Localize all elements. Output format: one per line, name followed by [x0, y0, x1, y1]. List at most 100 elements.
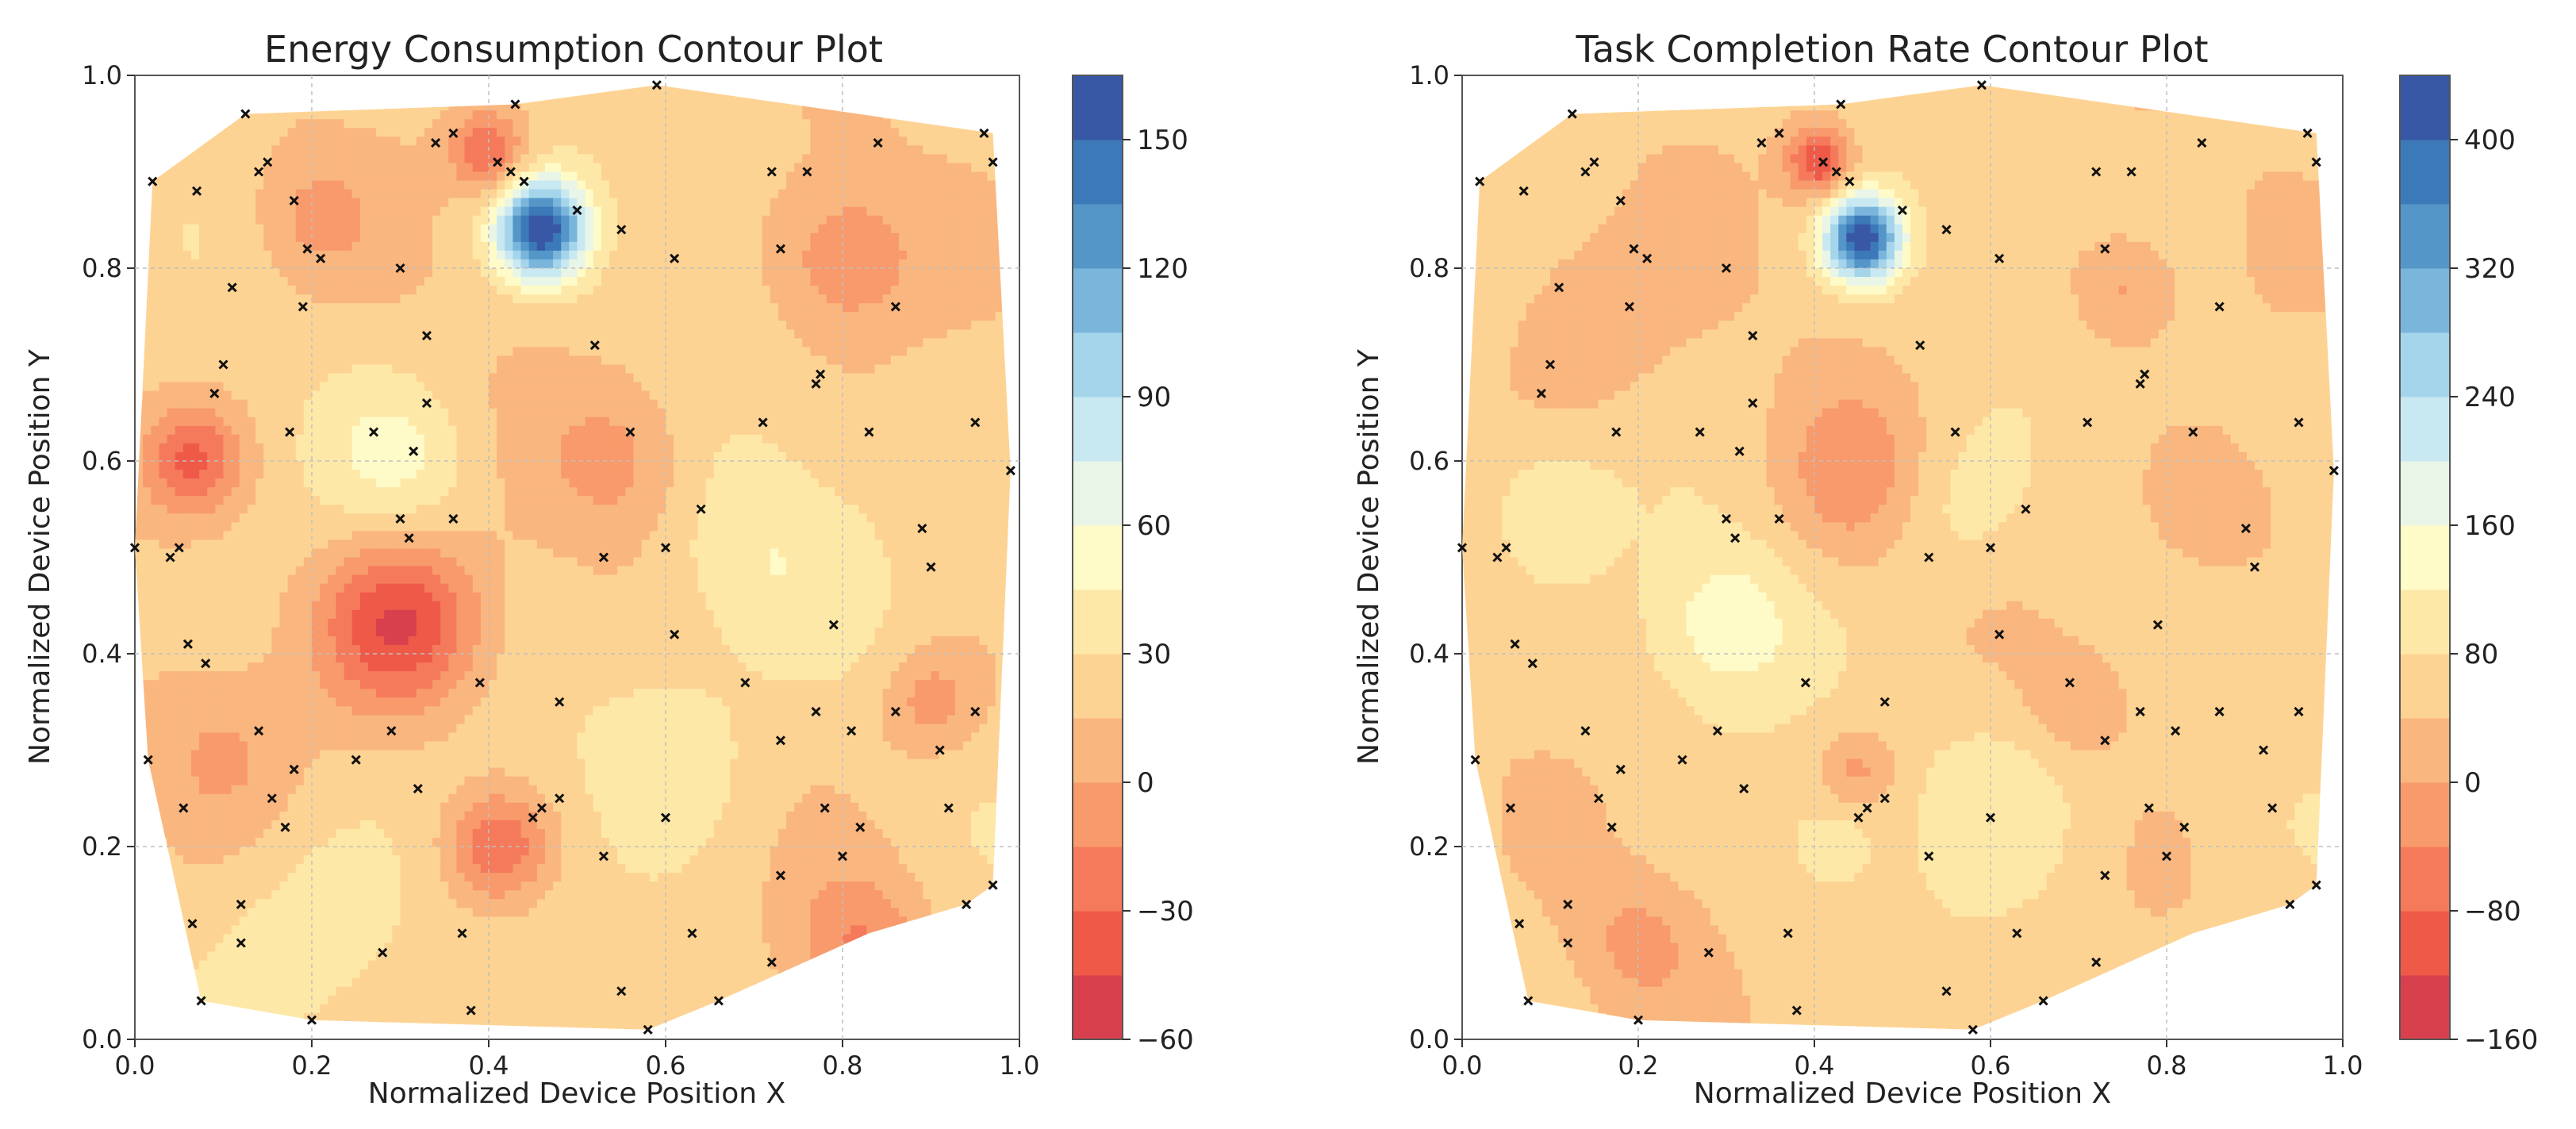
contour-cell [263, 399, 272, 409]
contour-cell [159, 758, 168, 769]
contour-cell [287, 671, 297, 681]
contour-cell [359, 960, 369, 970]
contour-cell [239, 347, 248, 357]
contour-cell [143, 680, 152, 689]
contour-cell [312, 259, 321, 269]
contour-cell [344, 934, 353, 944]
contour-cell [143, 644, 152, 655]
contour-cell [464, 548, 474, 559]
contour-cell [175, 259, 184, 269]
contour-cell [464, 312, 474, 321]
contour-cell [416, 180, 425, 190]
contour-cell [215, 259, 225, 269]
contour-cell [480, 592, 489, 602]
contour-cell [400, 627, 409, 637]
contour-cell [359, 847, 369, 856]
contour-cell [182, 855, 192, 865]
contour-cell [344, 715, 353, 724]
contour-cell [175, 312, 184, 321]
contour-cell [167, 741, 176, 751]
contour-cell [392, 163, 401, 173]
contour-cell [263, 654, 272, 663]
contour-cell [359, 136, 369, 146]
contour-cell [408, 837, 417, 847]
contour-cell [440, 741, 449, 751]
contour-cell [312, 995, 321, 1005]
contour-cell [328, 793, 337, 804]
contour-cell [151, 382, 160, 392]
contour-cell [400, 338, 409, 348]
contour-cell [182, 557, 192, 567]
contour-cell [472, 102, 482, 111]
contour-cell [456, 241, 466, 252]
contour-cell [328, 531, 337, 541]
contour-cell [392, 916, 401, 927]
contour-cell [480, 259, 489, 269]
contour-cell [303, 206, 313, 217]
contour-cell [416, 417, 425, 427]
contour-cell [328, 618, 337, 628]
contour-cell [312, 390, 321, 401]
contour-cell [328, 505, 337, 514]
contour-cell [190, 417, 200, 427]
contour-cell [376, 557, 385, 567]
contour-cell [263, 145, 272, 156]
contour-cell [182, 785, 192, 795]
contour-cell [424, 206, 433, 217]
contour-cell [416, 925, 425, 935]
contour-cell [489, 654, 497, 663]
contour-cell [175, 373, 184, 383]
contour-cell [207, 145, 216, 156]
contour-cell [351, 724, 361, 734]
contour-cell [424, 881, 433, 891]
contour-cell [408, 811, 417, 821]
contour-cell [231, 408, 240, 418]
contour-cell [456, 513, 466, 523]
contour-cell [367, 110, 377, 120]
contour-cell [199, 890, 208, 900]
contour-cell [247, 347, 256, 357]
contour-cell [182, 522, 192, 532]
contour-cell [190, 171, 200, 182]
contour-cell [432, 198, 441, 208]
contour-cell [303, 793, 313, 804]
contour-cell [489, 969, 497, 979]
contour-cell [207, 487, 216, 497]
contour-cell [312, 382, 321, 392]
contour-cell [263, 776, 272, 786]
contour-cell [190, 548, 200, 559]
contour-cell [255, 355, 264, 366]
contour-cell [384, 574, 393, 585]
contour-cell [159, 321, 168, 330]
contour-cell [448, 110, 458, 120]
contour-cell [384, 189, 393, 199]
contour-cell [424, 847, 433, 856]
contour-cell [448, 828, 458, 839]
contour-cell [303, 329, 313, 339]
contour-cell [336, 321, 345, 330]
contour-cell [223, 802, 232, 812]
contour-cell [190, 425, 200, 436]
contour-cell [351, 224, 361, 234]
contour-cell [239, 767, 248, 778]
contour-cell [480, 102, 489, 111]
contour-cell [432, 496, 441, 505]
contour-cell [400, 268, 409, 278]
contour-cell [231, 338, 240, 348]
contour-cell [480, 443, 489, 453]
contour-cell [287, 154, 297, 164]
contour-cell [344, 241, 353, 252]
contour-cell [392, 215, 401, 225]
contour-cell [400, 943, 409, 953]
contour-cell [287, 312, 297, 321]
contour-cell [384, 540, 393, 550]
contour-cell [215, 618, 225, 628]
contour-cell [247, 198, 256, 208]
contour-cell [143, 522, 152, 532]
contour-cell [247, 540, 256, 550]
contour-cell [271, 531, 281, 541]
contour-cell [416, 154, 425, 164]
contour-cell [167, 847, 176, 856]
contour-cell [312, 706, 321, 716]
contour-cell [367, 443, 377, 453]
